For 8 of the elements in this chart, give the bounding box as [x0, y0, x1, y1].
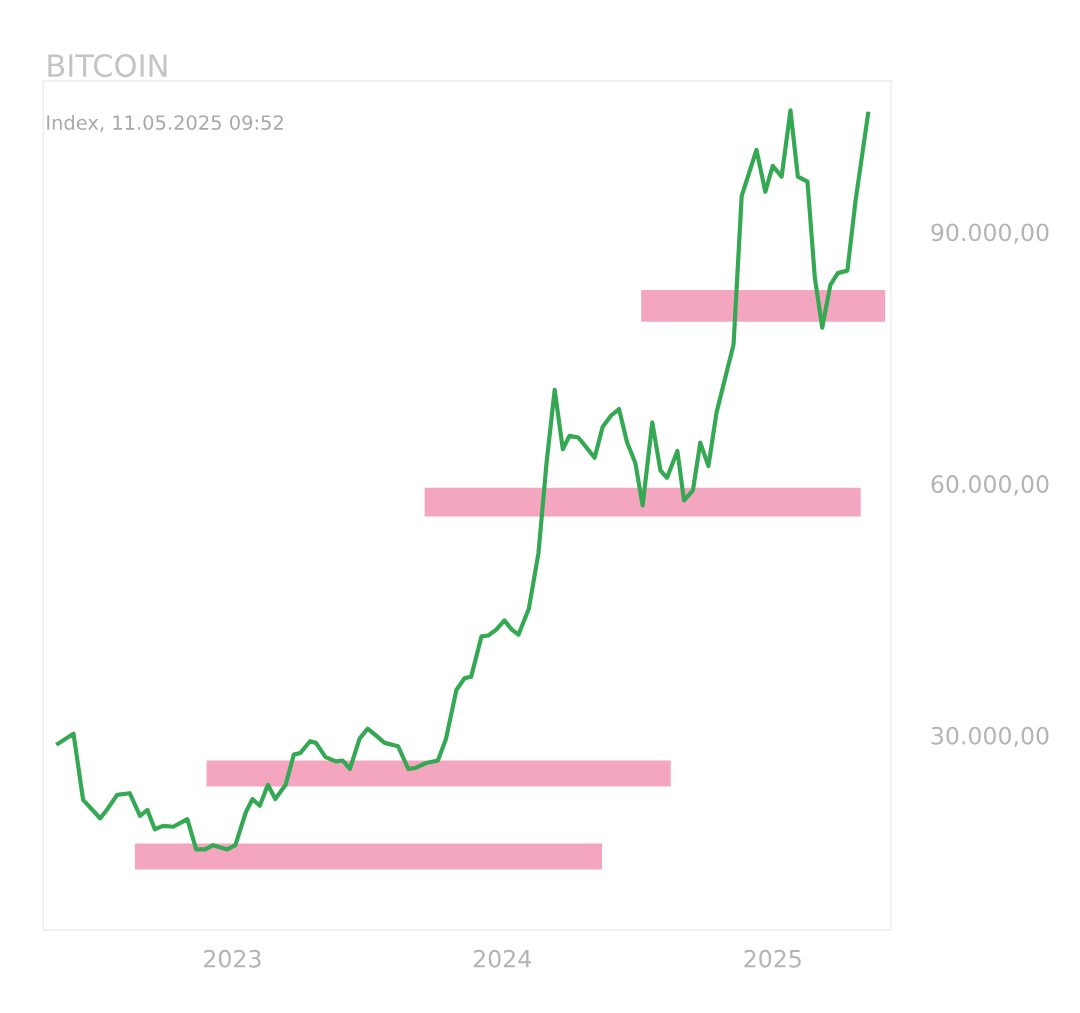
- x-tick-label: 2024: [473, 949, 531, 968]
- text: Index, 11.05.2025 09:52: [47, 114, 283, 132]
- y-tick-label: 30.000,00: [931, 726, 1049, 748]
- y-tick-label: 60.000,00: [931, 475, 1049, 496]
- chart-title: BITCOIN: [48, 54, 167, 78]
- x-tick-label: 2023: [204, 949, 261, 968]
- y-tick-label: 90.000,00: [931, 223, 1049, 244]
- x-tick-label: 2025: [744, 949, 801, 968]
